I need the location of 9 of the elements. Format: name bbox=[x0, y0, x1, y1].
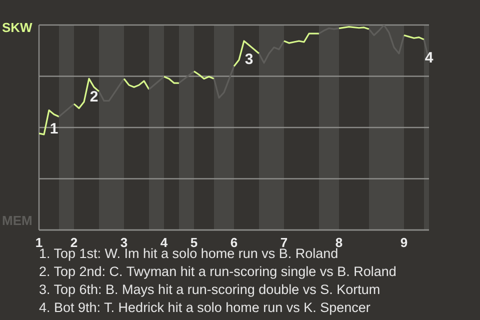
annotation: 4 bbox=[424, 50, 434, 67]
text: SKW bbox=[2, 20, 32, 35]
x-tick-label: 9 bbox=[400, 235, 408, 250]
text: 3. Top 6th: B. Mays hit a run-scoring double vs S. Kortum bbox=[39, 281, 382, 299]
text: 4. Bot 9th: T. Hedrick hit a solo home run vs K. Spencer bbox=[39, 299, 372, 317]
annotation: 1 bbox=[50, 120, 58, 138]
annotation: 2 bbox=[90, 88, 98, 106]
text: 2. Top 2nd: C. Twyman hit a run-scoring single vs B. Roland bbox=[39, 263, 396, 281]
annotation: 3 bbox=[244, 50, 254, 68]
